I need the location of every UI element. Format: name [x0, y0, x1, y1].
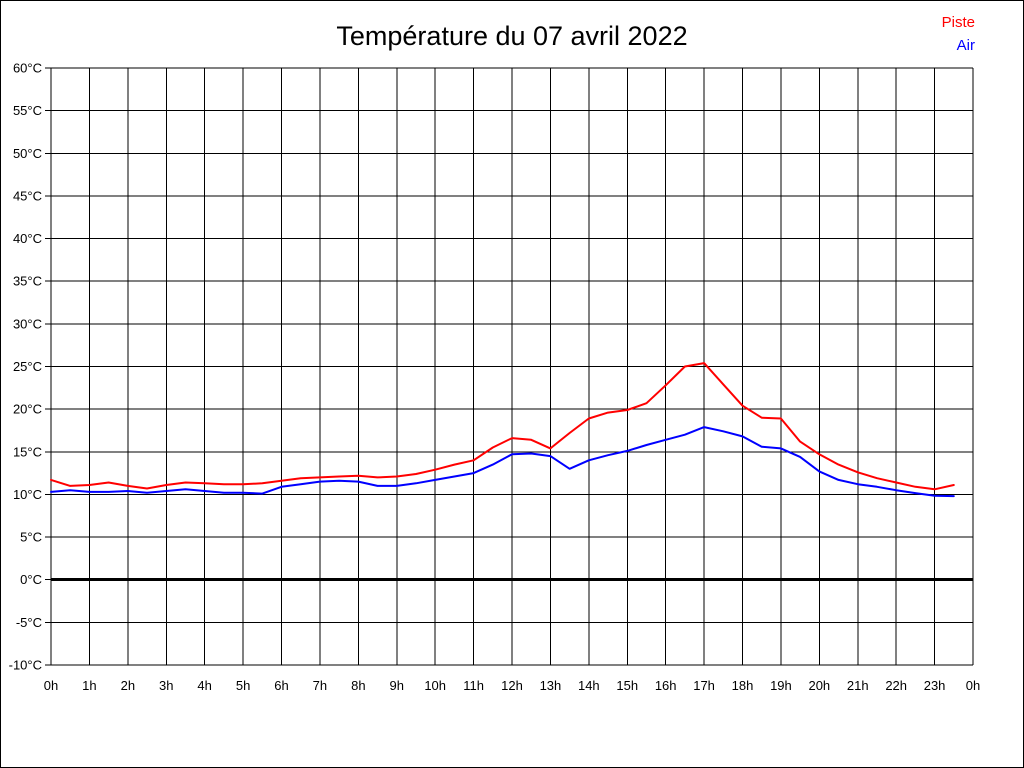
x-tick-label: 17h [693, 678, 715, 693]
y-tick-label: 0°C [20, 572, 42, 587]
y-tick-label: 40°C [13, 231, 42, 246]
y-tick-label: 5°C [20, 530, 42, 545]
y-tick-label: 60°C [13, 61, 42, 76]
legend-air-label: Air [957, 37, 975, 54]
y-tick-label: 20°C [13, 402, 42, 417]
y-tick-label: 15°C [13, 444, 42, 459]
series-piste-line [50, 362, 955, 491]
x-tick-label: 14h [578, 678, 600, 693]
x-tick-label: 13h [540, 678, 562, 693]
x-tick-label: 1h [82, 678, 96, 693]
chart-title: Température du 07 avril 2022 [336, 21, 687, 51]
x-tick-label: 4h [197, 678, 211, 693]
legend-piste-label: Piste [942, 14, 975, 31]
x-tick-label: 5h [236, 678, 250, 693]
x-tick-label: 16h [655, 678, 677, 693]
x-tick-label: 21h [847, 678, 869, 693]
x-tick-label: 18h [732, 678, 754, 693]
y-tick-label: 25°C [13, 359, 42, 374]
x-tick-label: 6h [274, 678, 288, 693]
x-tick-label: 9h [390, 678, 404, 693]
x-tick-label: 8h [351, 678, 365, 693]
x-tick-label: 23h [924, 678, 946, 693]
y-tick-label: 50°C [13, 146, 42, 161]
y-tick-label: -5°C [16, 615, 42, 630]
y-tick-label: -10°C [9, 658, 42, 673]
y-tick-label: 45°C [13, 188, 42, 203]
series-air-line [50, 426, 955, 498]
x-tick-label: 15h [616, 678, 638, 693]
x-tick-label: 3h [159, 678, 173, 693]
x-tick-label: 11h [463, 678, 484, 693]
x-tick-label: 12h [501, 678, 523, 693]
y-tick-label: 10°C [13, 487, 42, 502]
x-tick-label: 19h [770, 678, 792, 693]
x-tick-label: 22h [885, 678, 907, 693]
y-tick-label: 35°C [13, 274, 42, 289]
y-tick-label: 30°C [13, 316, 42, 331]
x-tick-label: 7h [313, 678, 327, 693]
x-tick-label: 20h [808, 678, 830, 693]
x-tick-label: 10h [424, 678, 446, 693]
x-tick-label: 2h [121, 678, 135, 693]
x-tick-label: 0h [44, 678, 58, 693]
x-tick-label: 0h [966, 678, 980, 693]
y-tick-label: 55°C [13, 103, 42, 118]
